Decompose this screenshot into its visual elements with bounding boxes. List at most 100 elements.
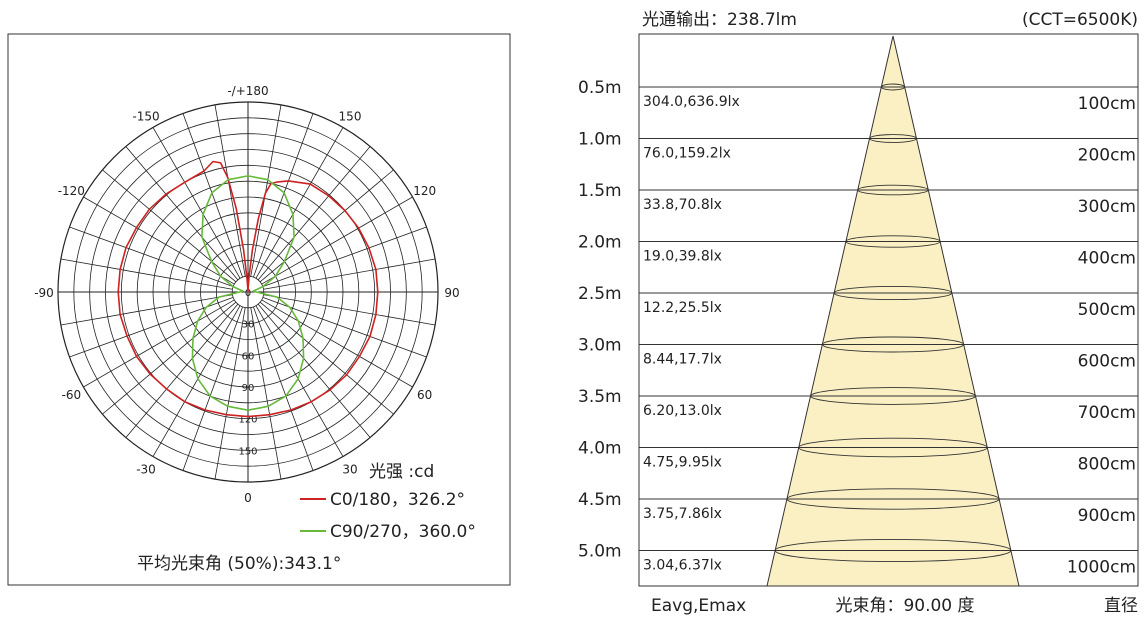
polar-spoke-30 <box>255 305 344 457</box>
polar-radial-tick-label: 0 <box>245 288 251 299</box>
polar-angle-labels: -/+180 150 120 90 60 30 0 -30 -60 -90 -120 -150 <box>34 84 459 505</box>
illuminance-value: 76.0,159.2lx <box>643 146 731 162</box>
polar-spoke-200 <box>182 113 243 278</box>
distance-label: 4.5m <box>578 490 622 510</box>
cct-label: (CCT=6500K) <box>1022 10 1138 30</box>
polar-curves <box>117 160 379 418</box>
polar-angle-label: 30 <box>342 463 357 477</box>
distance-label: 5.0m <box>578 542 622 562</box>
beam-spot-ellipse <box>833 285 953 301</box>
distance-label: 0.5m <box>578 78 622 98</box>
polar-spoke-80 <box>263 294 436 326</box>
polar-spoke-10 <box>250 307 282 480</box>
beam-angle-average: 平均光束角 (50%):343.1° <box>137 554 341 574</box>
beam-spot-ellipse <box>857 184 929 196</box>
distance-label: 2.0m <box>578 233 622 253</box>
polar-radial-tick-label: 150 <box>238 446 257 457</box>
beam-spot-ellipse <box>810 387 976 405</box>
illuminance-value: 33.8,70.8lx <box>643 197 722 213</box>
polar-spoke-330 <box>152 305 241 457</box>
polar-angle-label: -/+180 <box>227 84 268 98</box>
polar-spoke-110 <box>262 226 427 287</box>
distance-label: 3.0m <box>578 336 622 356</box>
spot-diameter: 500cm <box>1078 300 1136 320</box>
beam-spot-ellipse <box>821 336 965 353</box>
polar-spoke-300 <box>83 299 235 388</box>
illuminance-value: 3.04,6.37lx <box>643 558 722 574</box>
distance-label: 1.5m <box>578 181 622 201</box>
polar-grid <box>57 101 439 483</box>
illuminance-value: 19.0,39.8lx <box>643 249 722 265</box>
polar-angle-label: 0 <box>244 491 252 505</box>
cone-panel: 光通输出：238.7lm (CCT=6500K) 0.5m 304.0,636.9… <box>578 10 1139 616</box>
beam-angle-footer: 光束角：90.00 度 <box>835 596 974 616</box>
polar-spoke-280 <box>60 294 233 326</box>
beam-cone <box>766 35 1020 587</box>
spot-diameter: 200cm <box>1078 146 1136 166</box>
spot-diameter: 300cm <box>1078 197 1136 217</box>
polar-spoke-190 <box>214 104 246 277</box>
diameter-header: 直径 <box>1104 596 1138 616</box>
illuminance-value: 304.0,636.9lx <box>643 94 740 110</box>
illuminance-value: 8.44,17.7lx <box>643 352 722 368</box>
polar-angle-label: -150 <box>132 109 159 123</box>
spot-diameter: 600cm <box>1078 352 1136 372</box>
polar-radial-tick-label: 90 <box>242 383 255 394</box>
flux-output-label: 光通输出：238.7lm <box>642 10 797 30</box>
illuminance-value: 4.75,9.95lx <box>643 455 722 471</box>
spot-diameter: 900cm <box>1078 506 1136 526</box>
beam-spot-ellipse <box>786 488 1000 510</box>
beam-spot-ellipse <box>774 538 1012 563</box>
polar-spoke-260 <box>60 258 233 290</box>
cone-rows: 0.5m 304.0,636.9lx 100cm 1.0m 76.0,159.2lx 20… <box>578 78 1138 578</box>
polar-spoke-210 <box>152 127 241 279</box>
intensity-unit-label: 光强 :cd <box>369 462 434 482</box>
polar-radial-labels: 0 30 60 90 120 150 <box>238 288 257 457</box>
polar-spoke-230 <box>102 169 237 283</box>
polar-spoke-350 <box>214 307 246 480</box>
legend-c90-label: C90/270，360.0° <box>330 522 476 542</box>
spot-diameter: 100cm <box>1078 94 1136 114</box>
polar-spoke-50 <box>259 301 394 415</box>
spot-diameter: 400cm <box>1078 249 1136 269</box>
polar-curve-c0-180 <box>117 160 379 418</box>
illuminance-value: 6.20,13.0lx <box>643 403 722 419</box>
polar-spoke-60 <box>261 299 413 388</box>
polar-spoke-150 <box>255 127 344 279</box>
polar-curve-c90-270 <box>191 175 305 411</box>
polar-panel: -/+180 150 120 90 60 30 0 -30 -60 -90 -120 -150 0 30… <box>7 33 511 586</box>
polar-frame <box>7 33 511 586</box>
eavg-emax-header: Eavg,Emax <box>651 596 746 616</box>
polar-angle-label: -60 <box>62 388 82 402</box>
polar-angle-label: 150 <box>339 109 362 123</box>
polar-angle-label: 60 <box>417 388 432 402</box>
spot-diameter: 700cm <box>1078 403 1136 423</box>
polar-angle-label: -120 <box>58 184 85 198</box>
polar-radial-tick-label: 60 <box>242 351 255 362</box>
polar-angle-label: 90 <box>444 286 459 300</box>
polar-spoke-130 <box>259 169 394 283</box>
distance-label: 4.0m <box>578 439 622 459</box>
polar-spoke-140 <box>257 146 371 281</box>
distance-label: 2.5m <box>578 284 622 304</box>
polar-spoke-170 <box>250 104 282 277</box>
polar-spoke-100 <box>263 258 436 290</box>
illuminance-value: 3.75,7.86lx <box>643 506 722 522</box>
polar-spoke-40 <box>257 303 371 438</box>
polar-spoke-320 <box>125 303 239 438</box>
polar-angle-label: -30 <box>136 463 156 477</box>
polar-spoke-20 <box>253 306 314 471</box>
spot-diameter: 800cm <box>1078 455 1136 475</box>
polar-angle-label: -90 <box>34 286 54 300</box>
legend-c0-label: C0/180，326.2° <box>330 490 465 510</box>
polar-radial-tick-label: 120 <box>238 415 257 426</box>
polar-spoke-250 <box>69 226 234 287</box>
polar-spoke-340 <box>182 306 243 471</box>
distance-label: 1.0m <box>578 130 622 150</box>
illuminance-value: 12.2,25.5lx <box>643 300 722 316</box>
polar-spoke-240 <box>83 196 235 285</box>
beam-spot-ellipse <box>869 134 917 143</box>
beam-spot-ellipse <box>880 83 906 91</box>
